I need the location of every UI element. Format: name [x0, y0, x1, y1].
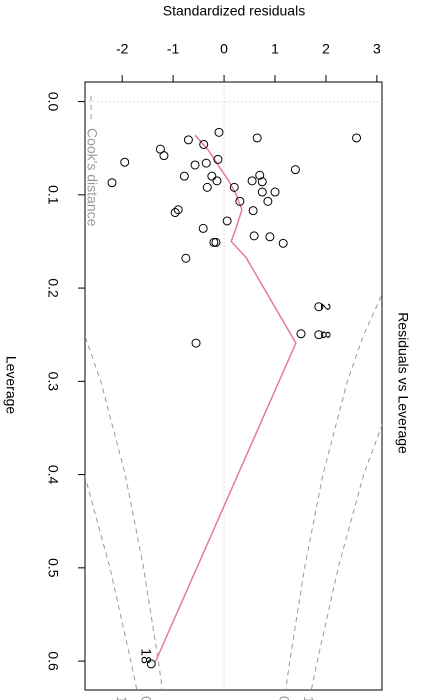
point [181, 253, 191, 263]
point [214, 127, 224, 137]
point [191, 338, 201, 348]
x-tick-label: 0.6 [45, 651, 61, 671]
point [296, 329, 306, 339]
point [190, 160, 200, 170]
x-tick-label: 0.2 [45, 278, 61, 298]
cook-contour-label: 0.5 [276, 696, 292, 700]
point [248, 206, 258, 216]
point [235, 196, 245, 206]
point [120, 157, 130, 167]
point [198, 223, 208, 233]
point [207, 171, 217, 181]
point [159, 151, 169, 161]
x-tick-label: 0.0 [45, 92, 61, 112]
point [146, 659, 156, 669]
point [255, 170, 265, 180]
cook-contour [85, 474, 138, 690]
point [202, 182, 212, 192]
legend-label: Cook's distance [84, 128, 100, 227]
point [173, 205, 183, 215]
plot-area [85, 82, 382, 690]
point [183, 135, 193, 145]
point [257, 177, 267, 187]
point-label: 2 [318, 303, 334, 311]
x-axis-label: Leverage [3, 356, 19, 415]
x-tick-label: 0.4 [45, 465, 61, 485]
point [278, 238, 288, 248]
point [252, 133, 262, 143]
x-tick-label: 0.3 [45, 372, 61, 392]
point [201, 158, 211, 168]
point [249, 231, 259, 241]
point [314, 302, 324, 312]
y-tick-label: 0 [220, 41, 228, 57]
y-tick-label: -1 [167, 41, 180, 57]
cook-contour [310, 423, 382, 690]
cook-contour-label: 1 [114, 696, 130, 700]
y-tick-label: 2 [322, 41, 330, 57]
chart-title: Residuals vs Leverage [395, 312, 411, 454]
point [179, 171, 189, 181]
cook-contour [285, 293, 382, 690]
cook-contour-label: 0.5 [138, 696, 154, 700]
x-tick-label: 0.5 [45, 558, 61, 578]
point [170, 208, 180, 218]
cook-contour [85, 334, 163, 690]
y-tick-label: -2 [116, 41, 129, 57]
point [265, 232, 275, 242]
y-axis-label: Standardized residuals [163, 3, 305, 19]
smooth-line [154, 134, 297, 663]
point [257, 187, 267, 197]
point [212, 176, 222, 186]
point [290, 165, 300, 175]
point-label: 18 [139, 648, 155, 664]
point [209, 237, 219, 247]
point [229, 182, 239, 192]
plot-frame [84, 81, 383, 691]
cook-contour-label: 1 [301, 696, 317, 700]
y-tick-label: 3 [373, 41, 381, 57]
point [314, 330, 324, 340]
point [247, 176, 257, 186]
point [199, 139, 209, 149]
point [263, 196, 273, 206]
x-tick-label: 0.1 [45, 185, 61, 205]
point [213, 154, 223, 164]
point-label: 8 [318, 331, 334, 339]
point [222, 216, 232, 226]
point [352, 133, 362, 143]
point [107, 178, 117, 188]
y-tick-label: 1 [271, 41, 279, 57]
point [270, 187, 280, 197]
point [211, 237, 221, 247]
